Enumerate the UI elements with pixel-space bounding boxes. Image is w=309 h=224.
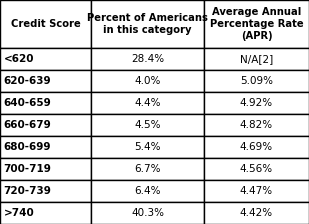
Bar	[0, 136, 91, 158]
Text: 4.56%: 4.56%	[240, 164, 273, 174]
Bar	[204, 48, 309, 70]
Text: 4.5%: 4.5%	[134, 120, 161, 130]
Bar	[0, 0, 91, 48]
Text: 720-739: 720-739	[4, 186, 52, 196]
Bar	[204, 180, 309, 202]
Bar	[0, 114, 91, 136]
Text: 6.4%: 6.4%	[134, 186, 161, 196]
Text: 4.82%: 4.82%	[240, 120, 273, 130]
Text: 680-699: 680-699	[4, 142, 51, 152]
Text: Percent of Americans
in this category: Percent of Americans in this category	[87, 13, 208, 35]
Text: <620: <620	[4, 54, 34, 64]
Bar	[204, 202, 309, 224]
Bar	[0, 48, 91, 70]
Text: 40.3%: 40.3%	[131, 208, 164, 218]
Bar	[0, 158, 91, 180]
Text: 640-659: 640-659	[4, 98, 52, 108]
Text: 4.0%: 4.0%	[134, 76, 161, 86]
Text: 4.47%: 4.47%	[240, 186, 273, 196]
Bar	[91, 136, 204, 158]
Text: 4.69%: 4.69%	[240, 142, 273, 152]
Bar	[204, 70, 309, 92]
Text: >740: >740	[4, 208, 35, 218]
Bar	[0, 202, 91, 224]
Text: N/A[2]: N/A[2]	[240, 54, 273, 64]
Bar	[91, 158, 204, 180]
Bar	[204, 136, 309, 158]
Bar	[204, 0, 309, 48]
Text: 700-719: 700-719	[4, 164, 52, 174]
Bar	[0, 92, 91, 114]
Text: 660-679: 660-679	[4, 120, 52, 130]
Bar	[91, 114, 204, 136]
Text: 4.42%: 4.42%	[240, 208, 273, 218]
Bar	[91, 92, 204, 114]
Text: 5.4%: 5.4%	[134, 142, 161, 152]
Text: Average Annual
Percentage Rate
(APR): Average Annual Percentage Rate (APR)	[210, 7, 303, 41]
Bar	[204, 158, 309, 180]
Bar	[0, 70, 91, 92]
Text: 5.09%: 5.09%	[240, 76, 273, 86]
Text: 28.4%: 28.4%	[131, 54, 164, 64]
Bar	[204, 92, 309, 114]
Text: 6.7%: 6.7%	[134, 164, 161, 174]
Bar	[91, 0, 204, 48]
Text: Credit Score: Credit Score	[11, 19, 80, 29]
Text: 620-639: 620-639	[4, 76, 51, 86]
Text: 4.4%: 4.4%	[134, 98, 161, 108]
Bar	[91, 202, 204, 224]
Text: 4.92%: 4.92%	[240, 98, 273, 108]
Bar	[0, 180, 91, 202]
Bar	[204, 114, 309, 136]
Bar	[91, 70, 204, 92]
Bar	[91, 48, 204, 70]
Bar	[91, 180, 204, 202]
